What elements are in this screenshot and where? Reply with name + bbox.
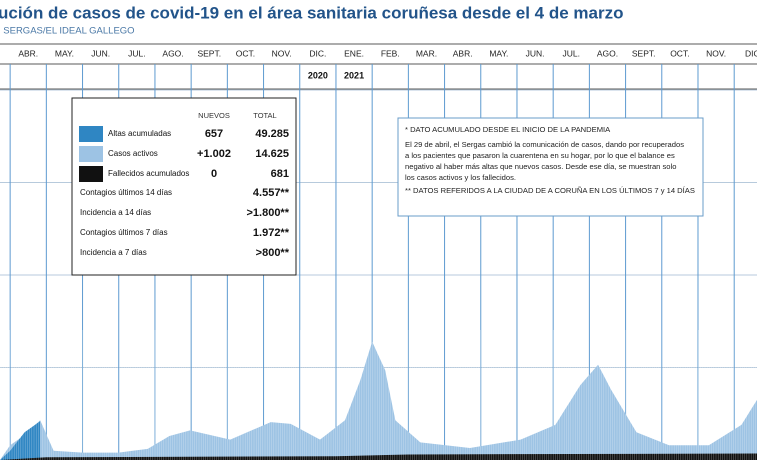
x-tick-label: DIC <box>745 48 757 58</box>
chart-title: ución de casos de covid-19 en el área sa… <box>0 3 624 22</box>
x-tick-label: MAY. <box>489 48 508 58</box>
x-tick-label: ENE. <box>344 48 364 58</box>
note-line: a los pacientes que pasaron la cuarenten… <box>405 151 675 160</box>
legend-total: 14.625 <box>255 148 289 160</box>
legend-new: 0 <box>211 168 217 180</box>
legend-new: 657 <box>205 128 223 140</box>
summary-label: Incidencia a 14 días <box>80 208 151 217</box>
x-tick-label: AGO. <box>597 48 618 58</box>
legend-new: +1.002 <box>197 148 231 160</box>
summary-label: Contagios últimos 7 días <box>80 228 168 237</box>
x-tick-label: ABR. <box>453 48 473 58</box>
legend-total: 49.285 <box>255 128 289 140</box>
area <box>0 421 41 460</box>
year-label: 2020 <box>308 70 328 80</box>
x-tick-label: ABR. <box>18 48 38 58</box>
x-tick-label: NOV. <box>272 48 292 58</box>
summary-value: 1.972** <box>253 227 290 239</box>
note-line: negativo al haber más altas que nuevos c… <box>405 162 676 171</box>
note-line: ** DATOS REFERIDOS A LA CIUDAD DE A CORU… <box>405 186 695 195</box>
legend-total: 681 <box>271 168 289 180</box>
legend-label: Altas acumuladas <box>108 129 171 138</box>
legend-swatch <box>79 166 103 182</box>
x-tick-label: DIC. <box>309 48 326 58</box>
x-tick-label: AGO. <box>162 48 183 58</box>
area <box>0 453 757 460</box>
x-tick-label: FEB. <box>381 48 400 58</box>
x-tick-label: SEPT. <box>197 48 221 58</box>
legend-label: Fallecidos acumulados <box>108 169 189 178</box>
x-tick-label: MAR. <box>416 48 437 58</box>
x-tick-label: JUN. <box>91 48 110 58</box>
summary-label: Incidencia a 7 días <box>80 248 147 257</box>
table-header: NUEVOS <box>198 111 230 120</box>
legend-box <box>71 97 297 276</box>
legend-swatch <box>79 126 103 142</box>
table-header: TOTAL <box>253 111 276 120</box>
overlay: NUEVOS TOTAL Altas acumuladas 657 49.285 Caso… <box>71 97 704 276</box>
x-tick-label: JUL. <box>563 48 580 58</box>
x-tick-label: JUL. <box>128 48 145 58</box>
summary-value: 4.557** <box>253 187 290 199</box>
summary-value: >1.800** <box>246 207 289 219</box>
summary-label: Contagios últimos 14 días <box>80 188 172 197</box>
legend-label: Casos activos <box>108 149 158 158</box>
source: : SERGAS/EL IDEAL GALLEGO <box>0 26 135 37</box>
x-tick-label: JUN. <box>526 48 545 58</box>
x-tick-label: OCT. <box>670 48 689 58</box>
x-tick-label: MAY. <box>55 48 74 58</box>
area <box>0 341 757 460</box>
note-line: los casos activos y los fallecidos. <box>405 173 516 182</box>
x-tick-label: SEPT. <box>632 48 656 58</box>
summary-value: >800** <box>256 247 290 259</box>
note-line: * DATO ACUMULADO DESDE EL INICIO DE LA P… <box>405 125 611 134</box>
x-tick-label: OCT. <box>236 48 255 58</box>
note-line: El 29 de abril, el Sergas cambió la comu… <box>405 140 684 149</box>
x-tick-label: NOV. <box>706 48 726 58</box>
note-box <box>397 117 704 217</box>
legend-swatch <box>79 146 103 162</box>
year-label: 2021 <box>344 70 364 80</box>
